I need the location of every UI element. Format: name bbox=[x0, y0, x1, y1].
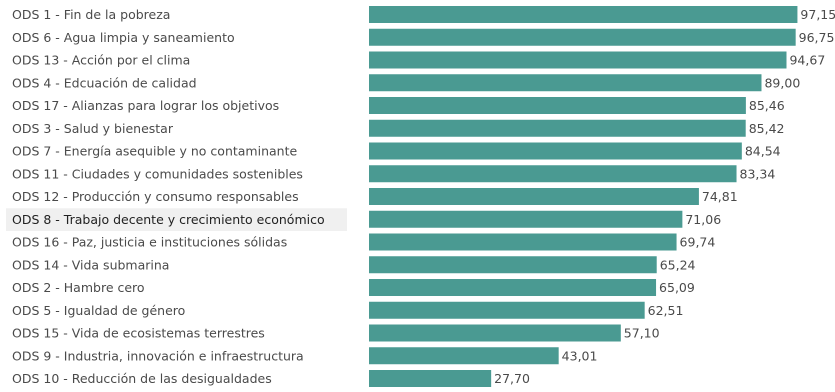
category-label: ODS 9 - Industria, innovación e infraest… bbox=[12, 348, 304, 363]
category-label: ODS 14 - Vida submarina bbox=[12, 257, 169, 272]
chart-rows: ODS 1 - Fin de la pobreza 97,15 ODS 6 - Ag… bbox=[6, 6, 835, 387]
bar[interactable] bbox=[369, 256, 657, 274]
value-label: 62,51 bbox=[648, 303, 684, 318]
category-label: ODS 13 - Acción por el clima bbox=[12, 53, 190, 68]
bar[interactable] bbox=[369, 51, 787, 69]
bar[interactable] bbox=[369, 210, 683, 228]
bar[interactable] bbox=[369, 347, 559, 365]
value-label: 65,24 bbox=[660, 257, 696, 272]
bar[interactable] bbox=[369, 301, 645, 319]
bar[interactable] bbox=[369, 74, 762, 92]
category-label: ODS 1 - Fin de la pobreza bbox=[12, 7, 170, 22]
category-label: ODS 12 - Producción y consumo responsabl… bbox=[12, 189, 299, 204]
category-label: ODS 7 - Energía asequible y no contamina… bbox=[12, 144, 297, 159]
value-label: 84,54 bbox=[745, 144, 781, 159]
category-label: ODS 5 - Igualdad de género bbox=[12, 303, 185, 318]
value-label: 94,67 bbox=[789, 53, 825, 68]
bar[interactable] bbox=[369, 324, 621, 342]
value-label: 85,46 bbox=[749, 98, 785, 113]
category-label: ODS 10 - Reducción de las desigualdades bbox=[12, 371, 272, 386]
bar[interactable] bbox=[369, 188, 699, 205]
category-label: ODS 3 - Salud y bienestar bbox=[12, 121, 174, 136]
value-label: 83,34 bbox=[740, 166, 776, 181]
value-label: 27,70 bbox=[494, 371, 530, 386]
value-label: 89,00 bbox=[764, 75, 800, 90]
category-label: ODS 16 - Paz, justicia e instituciones s… bbox=[12, 235, 287, 250]
value-label: 43,01 bbox=[562, 348, 598, 363]
bar[interactable] bbox=[369, 142, 742, 160]
bar[interactable] bbox=[369, 370, 492, 387]
value-label: 85,42 bbox=[749, 121, 785, 136]
category-label: ODS 6 - Agua limpia y saneamiento bbox=[12, 30, 235, 45]
value-label: 74,81 bbox=[702, 189, 738, 204]
category-label: ODS 11 - Ciudades y comunidades sostenib… bbox=[12, 166, 303, 181]
bar[interactable] bbox=[369, 6, 798, 23]
bar[interactable] bbox=[369, 233, 677, 251]
category-label: ODS 15 - Vida de ecosistemas terrestres bbox=[12, 326, 265, 341]
bar[interactable] bbox=[369, 165, 737, 183]
value-label: 71,06 bbox=[685, 212, 721, 227]
bar[interactable] bbox=[369, 97, 746, 114]
value-label: 65,09 bbox=[659, 280, 695, 295]
value-label: 97,15 bbox=[800, 7, 835, 22]
category-label: ODS 17 - Alianzas para lograr los objeti… bbox=[12, 98, 279, 113]
category-label: ODS 2 - Hambre cero bbox=[12, 280, 145, 295]
bar[interactable] bbox=[369, 28, 796, 46]
category-label: ODS 8 - Trabajo decente y crecimiento ec… bbox=[12, 212, 325, 227]
value-label: 69,74 bbox=[680, 235, 716, 250]
bar[interactable] bbox=[369, 119, 746, 137]
value-label: 57,10 bbox=[624, 326, 660, 341]
row-highlight bbox=[6, 208, 347, 231]
category-label: ODS 4 - Edcuación de calidad bbox=[12, 75, 197, 90]
value-label: 96,75 bbox=[799, 30, 835, 45]
bar[interactable] bbox=[369, 279, 657, 296]
